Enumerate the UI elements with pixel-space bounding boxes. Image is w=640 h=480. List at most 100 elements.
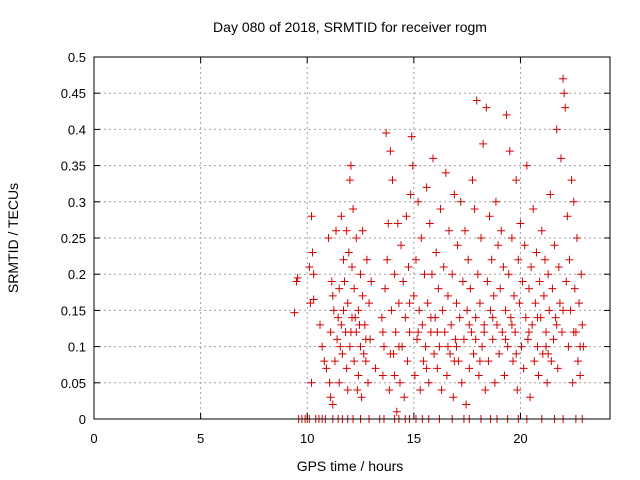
data-point <box>488 335 497 344</box>
data-point <box>499 262 508 271</box>
data-point <box>414 197 423 206</box>
data-point <box>432 248 441 257</box>
data-point <box>553 364 562 373</box>
data-point <box>330 357 339 366</box>
data-point <box>498 328 507 337</box>
data-point <box>502 110 511 119</box>
y-tick-label: 0.5 <box>68 50 86 65</box>
data-point <box>309 295 318 304</box>
x-tick-label: 5 <box>197 431 204 446</box>
data-point <box>421 342 430 351</box>
data-point <box>407 132 416 141</box>
data-point <box>492 320 501 329</box>
data-point <box>333 335 342 344</box>
data-point <box>491 197 500 206</box>
data-point <box>350 284 359 293</box>
x-tick-label: 20 <box>513 431 527 446</box>
data-point <box>474 371 483 380</box>
x-tick-label: 0 <box>90 431 97 446</box>
data-point <box>351 313 360 322</box>
data-point <box>569 328 578 337</box>
grid-lines <box>94 57 610 419</box>
data-point <box>342 364 351 373</box>
data-point <box>378 371 387 380</box>
data-point <box>316 320 325 329</box>
data-point <box>384 219 393 228</box>
data-point <box>447 320 456 329</box>
data-point <box>402 212 411 221</box>
data-point <box>547 357 556 366</box>
data-point <box>477 234 485 242</box>
data-point <box>424 378 433 387</box>
data-point <box>426 313 435 322</box>
data-point <box>495 349 504 358</box>
data-point <box>520 241 529 250</box>
data-point <box>507 320 516 329</box>
data-point <box>361 335 370 344</box>
data-point <box>560 89 569 98</box>
data-point <box>342 226 351 235</box>
data-point <box>479 139 488 148</box>
data-point <box>534 371 543 380</box>
data-point <box>393 219 402 228</box>
data-point <box>345 176 354 185</box>
data-point <box>440 328 449 337</box>
data-point <box>501 335 510 344</box>
data-point <box>334 313 343 322</box>
chart-title: Day 080 of 2018, SRMTID for receiver rog… <box>213 19 487 35</box>
data-point <box>471 313 480 322</box>
y-tick-label: 0.15 <box>61 303 86 318</box>
data-point <box>480 328 489 337</box>
data-point <box>576 371 585 380</box>
data-point <box>563 212 572 221</box>
data-point <box>558 328 567 337</box>
plot-frame <box>93 56 611 420</box>
data-point <box>337 320 346 329</box>
y-tick-label: 0.4 <box>68 122 86 137</box>
data-point <box>452 342 461 351</box>
data-point <box>482 103 491 112</box>
data-point <box>343 386 352 395</box>
data-point <box>348 262 356 271</box>
data-point <box>486 306 495 315</box>
data-point <box>408 161 417 170</box>
data-point <box>467 328 476 337</box>
data-point <box>328 400 337 409</box>
data-point <box>420 270 429 279</box>
data-point <box>539 291 548 300</box>
data-point <box>540 255 549 264</box>
data-point <box>550 241 559 250</box>
data-point <box>464 255 473 264</box>
data-point <box>448 270 457 279</box>
data-point <box>484 357 493 366</box>
data-point <box>356 270 365 279</box>
data-point <box>572 234 581 242</box>
data-point <box>450 190 459 199</box>
data-point <box>441 168 450 177</box>
data-point <box>554 262 563 271</box>
data-point <box>343 299 352 308</box>
data-point <box>335 284 344 293</box>
data-point <box>392 407 401 416</box>
data-point <box>537 226 546 235</box>
data-point <box>458 277 467 286</box>
data-point <box>394 342 403 351</box>
data-point <box>475 299 484 308</box>
data-point <box>354 371 363 380</box>
data-point <box>429 154 438 163</box>
data-point <box>327 277 336 286</box>
x-tick-label: 15 <box>407 431 421 446</box>
data-point <box>326 328 335 337</box>
data-point <box>325 378 334 387</box>
data-point <box>338 349 347 358</box>
data-point <box>559 74 568 83</box>
y-tick-label: 0.35 <box>61 159 86 174</box>
data-point <box>452 299 461 308</box>
data-point <box>489 291 498 300</box>
data-point <box>480 320 489 329</box>
data-point <box>352 234 361 242</box>
data-point <box>516 219 525 228</box>
data-point <box>306 299 315 308</box>
data-point <box>293 273 302 282</box>
data-point <box>463 306 472 315</box>
